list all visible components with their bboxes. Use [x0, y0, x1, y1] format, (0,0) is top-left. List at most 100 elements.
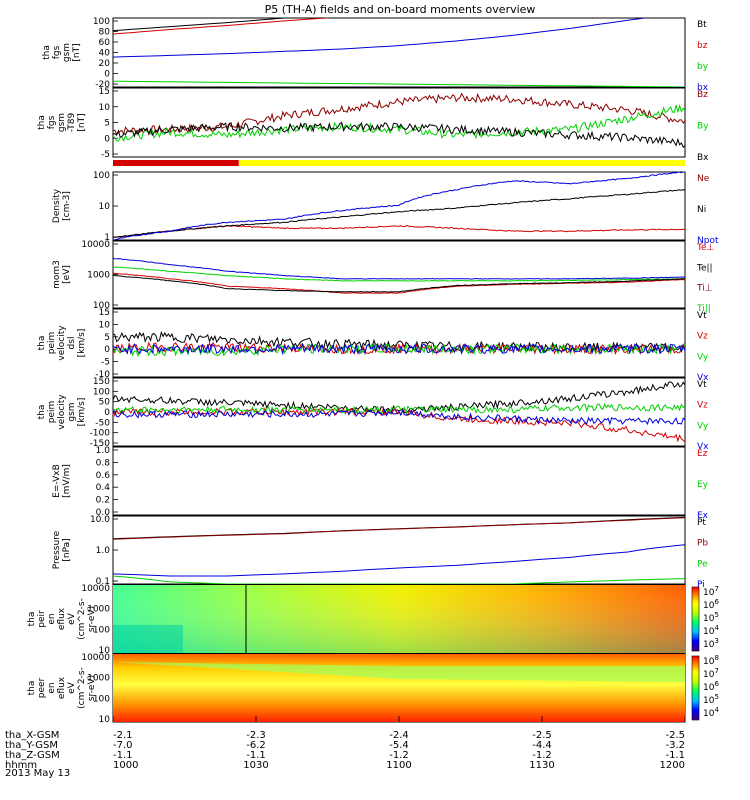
- legend-entry: Ne: [697, 174, 710, 184]
- y-tick-label: 0.2: [96, 496, 110, 506]
- y-axis-label-line: gsm: [67, 402, 77, 421]
- panel-10: tha peer en eflux eV (cm^2-s-sr-eV) 10000 1000 1…: [27, 653, 719, 725]
- footer-value: -1.1: [665, 750, 685, 761]
- legend-entry: Bt: [697, 20, 707, 30]
- footer-value: -1.1: [246, 750, 266, 761]
- y-axis-label-line: peim: [47, 332, 57, 355]
- footer-value: -1.2: [532, 750, 552, 761]
- series-line-by: [113, 80, 685, 87]
- y-tick-label: 10000: [81, 584, 110, 594]
- panel-frame: [112, 17, 686, 88]
- y-tick-label: 10: [99, 103, 111, 113]
- y-axis-label-line: eV: [67, 612, 77, 625]
- spectrogram-lowflux: [113, 625, 183, 653]
- y-axis-label-line: en: [47, 682, 57, 693]
- legend-entry: Pt: [697, 518, 706, 528]
- y-tick-label: -10: [95, 370, 110, 380]
- y-tick-label: 10: [99, 320, 111, 330]
- footer-value: -2.5: [665, 730, 685, 741]
- panel-8: Pressure [nPa] 10.0 1.0 0.1 Pt Pb Pe Pi: [52, 515, 708, 590]
- footer-value: 1100: [386, 760, 411, 771]
- legend-entry: Vz: [697, 401, 708, 411]
- colorbar-tick-label: 105: [703, 693, 719, 706]
- y-axis-label-line: eflux: [57, 607, 67, 630]
- date-label: 2013 May 13: [5, 768, 70, 779]
- y-tick-label: 50: [99, 398, 111, 408]
- panel-7: E=-VxB [mV/m] 1.0 0.8 0.6 0.4 0.2 0.0 Ez Ey Ex: [52, 446, 709, 521]
- y-tick-label: 1000: [87, 674, 110, 684]
- y-axis-label-line: fgs: [47, 115, 57, 129]
- y-tick-label: 100: [93, 301, 110, 311]
- series-line-pe: [113, 575, 685, 584]
- legend-entry: Ti⊥: [696, 284, 713, 294]
- colorbar-tick-label: 108: [703, 654, 719, 667]
- series-line-vy: [113, 402, 685, 415]
- y-axis-label-line: fgs: [52, 45, 62, 59]
- legend-entry: Ti||: [696, 304, 711, 314]
- y-tick-label: 1000: [87, 271, 110, 281]
- footer-value: -5.4: [389, 740, 409, 751]
- y-tick-label: 15: [99, 308, 110, 318]
- legend-entry: Pe: [697, 559, 708, 569]
- colorbar-tick-label: 104: [703, 706, 719, 719]
- y-axis-label-line: -T89: [67, 113, 77, 133]
- colorbar-tick-label: 104: [703, 624, 719, 637]
- spectrogram-band: [113, 662, 685, 682]
- legend-entry: Vt: [697, 380, 707, 390]
- legend-entry: Pi: [697, 580, 705, 590]
- footer-value: -1.2: [389, 750, 409, 761]
- legend-entry: Vz: [697, 332, 708, 342]
- y-tick-label: 0: [104, 70, 110, 80]
- legend-entry: Vy: [697, 352, 709, 362]
- footer-value: -2.3: [246, 730, 266, 741]
- y-axis-label-line: tha: [42, 45, 52, 60]
- mode-bar-segment: [238, 160, 685, 166]
- panel-5: tha peim velocity dsl [km/s] 15 10 5 0 -5 -10 Vt Vz V…: [37, 308, 709, 383]
- y-axis-label-line: sr-eV): [87, 675, 97, 701]
- spectrogram: [113, 585, 685, 653]
- y-tick-label: 0.6: [96, 471, 111, 481]
- y-axis-label-line: peer: [37, 677, 47, 698]
- y-axis-label-line: tha: [37, 336, 47, 351]
- series-line-bz: [113, 18, 333, 35]
- y-axis-label-line: tha: [27, 612, 37, 627]
- footer-value: -2.5: [532, 730, 552, 741]
- series-line-vx: [113, 408, 685, 426]
- series-line-pb: [113, 517, 685, 540]
- mode-bar-segment: [113, 160, 239, 166]
- footer-value: -6.2: [246, 740, 266, 751]
- legend-entry: Ey: [697, 480, 709, 490]
- y-tick-label: 20: [99, 59, 111, 69]
- legend-entry: Ez: [697, 449, 708, 459]
- panel-frame: [112, 87, 686, 158]
- footer-value: -1.1: [113, 750, 133, 761]
- panel-4: mom3 [eV] 10000 1000 100 Te⊥ Te|| Ti⊥ Ti||: [52, 240, 715, 314]
- footer-value: -4.4: [532, 740, 552, 751]
- footer-value: -3.2: [665, 740, 685, 751]
- y-axis-label-line: [mV/m]: [62, 464, 72, 498]
- series-line-ni: [113, 189, 685, 238]
- legend-entry: Ni: [697, 205, 706, 215]
- legend-entry: Bz: [697, 90, 708, 100]
- y-axis-label-line: Density: [52, 188, 62, 223]
- panel-frame: [112, 515, 686, 585]
- y-axis-label-line: [eV]: [62, 265, 72, 284]
- plot-title: P5 (TH-A) fields and on-board moments ov…: [265, 3, 536, 16]
- series-line-ti: [113, 257, 685, 280]
- panel-3: Density [cm-3] 100 10 1 Ne Ni Npot: [52, 171, 719, 246]
- y-axis-label-line: [cm-3]: [62, 191, 72, 221]
- legend-entry: bz: [697, 41, 708, 51]
- footer-value: 1130: [529, 760, 554, 771]
- legend-entry: Vy: [697, 421, 709, 431]
- y-tick-label: -50: [95, 418, 110, 428]
- legend-entry: by: [697, 62, 709, 72]
- panel-2: tha fgs gsm -T89 [nT] 15 10 5 0 -5 Bz By Bx: [37, 87, 709, 166]
- y-tick-label: 10000: [81, 240, 110, 250]
- y-axis-label-line: tha: [27, 681, 37, 696]
- y-axis-label-line: tha: [37, 405, 47, 420]
- panel-frame: [112, 446, 686, 516]
- legend-entry: By: [697, 122, 709, 132]
- y-tick-label: -20: [95, 80, 110, 90]
- colorbar-tick-label: 107: [703, 585, 719, 598]
